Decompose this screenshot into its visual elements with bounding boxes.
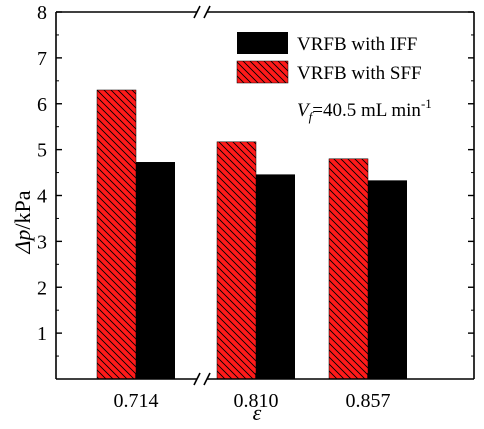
bar-sff-0.714 (96, 89, 137, 380)
bar-sff-0.810 (216, 141, 257, 380)
axis-break-mark-bottom-b (203, 372, 211, 386)
y-tick-label-2: 2 (37, 277, 47, 299)
annotation-symbol: V (297, 100, 311, 121)
y-tick-label-1: 1 (37, 323, 47, 345)
y-tick-label-6: 6 (37, 94, 47, 116)
plot-area: 0.714 0.810 0.857 1 2 3 4 5 6 7 8 (37, 2, 475, 412)
x-tick-label-0.857: 0.857 (346, 390, 391, 412)
y-axis-unit: /kPa (10, 190, 35, 229)
y-tick-label-7: 7 (37, 48, 47, 70)
bar-iff-0.857 (368, 180, 407, 379)
legend-label-sff: VRFB with SFF (297, 63, 422, 84)
flow-rate-annotation: Vf=40.5 mL min-1 (297, 96, 432, 124)
axis-break-mark-top-b (203, 5, 211, 19)
axis-break-mark-bottom-a (193, 372, 201, 386)
annotation-superscript: -1 (421, 96, 432, 111)
x-tick-label-0.714: 0.714 (114, 390, 159, 412)
bar-iff-0.810 (256, 174, 295, 379)
y-tick-label-5: 5 (37, 140, 47, 162)
x-tick-label-0.810: 0.810 (234, 390, 279, 412)
y-tick-label-3: 3 (37, 231, 47, 253)
legend-swatch-iff (237, 32, 288, 54)
y-tick-label-4: 4 (37, 186, 47, 208)
bar-sff-0.857 (328, 158, 369, 380)
legend-label-iff: VRFB with IFF (297, 34, 417, 55)
legend-swatch-sff (236, 60, 289, 84)
y-tick-label-8: 8 (37, 2, 47, 24)
annotation-subscript: f (309, 109, 315, 124)
legend: VRFB with IFF VRFB with SFF (236, 32, 422, 84)
annotation-text: =40.5 mL min (312, 100, 421, 121)
y-axis-symbol: Δp (10, 230, 35, 255)
axis-break-mark-top-a (193, 5, 201, 19)
y-axis-title: Δp/kPa (10, 190, 35, 254)
bar-iff-0.714 (136, 162, 175, 379)
x-axis-title: ε (253, 400, 262, 425)
